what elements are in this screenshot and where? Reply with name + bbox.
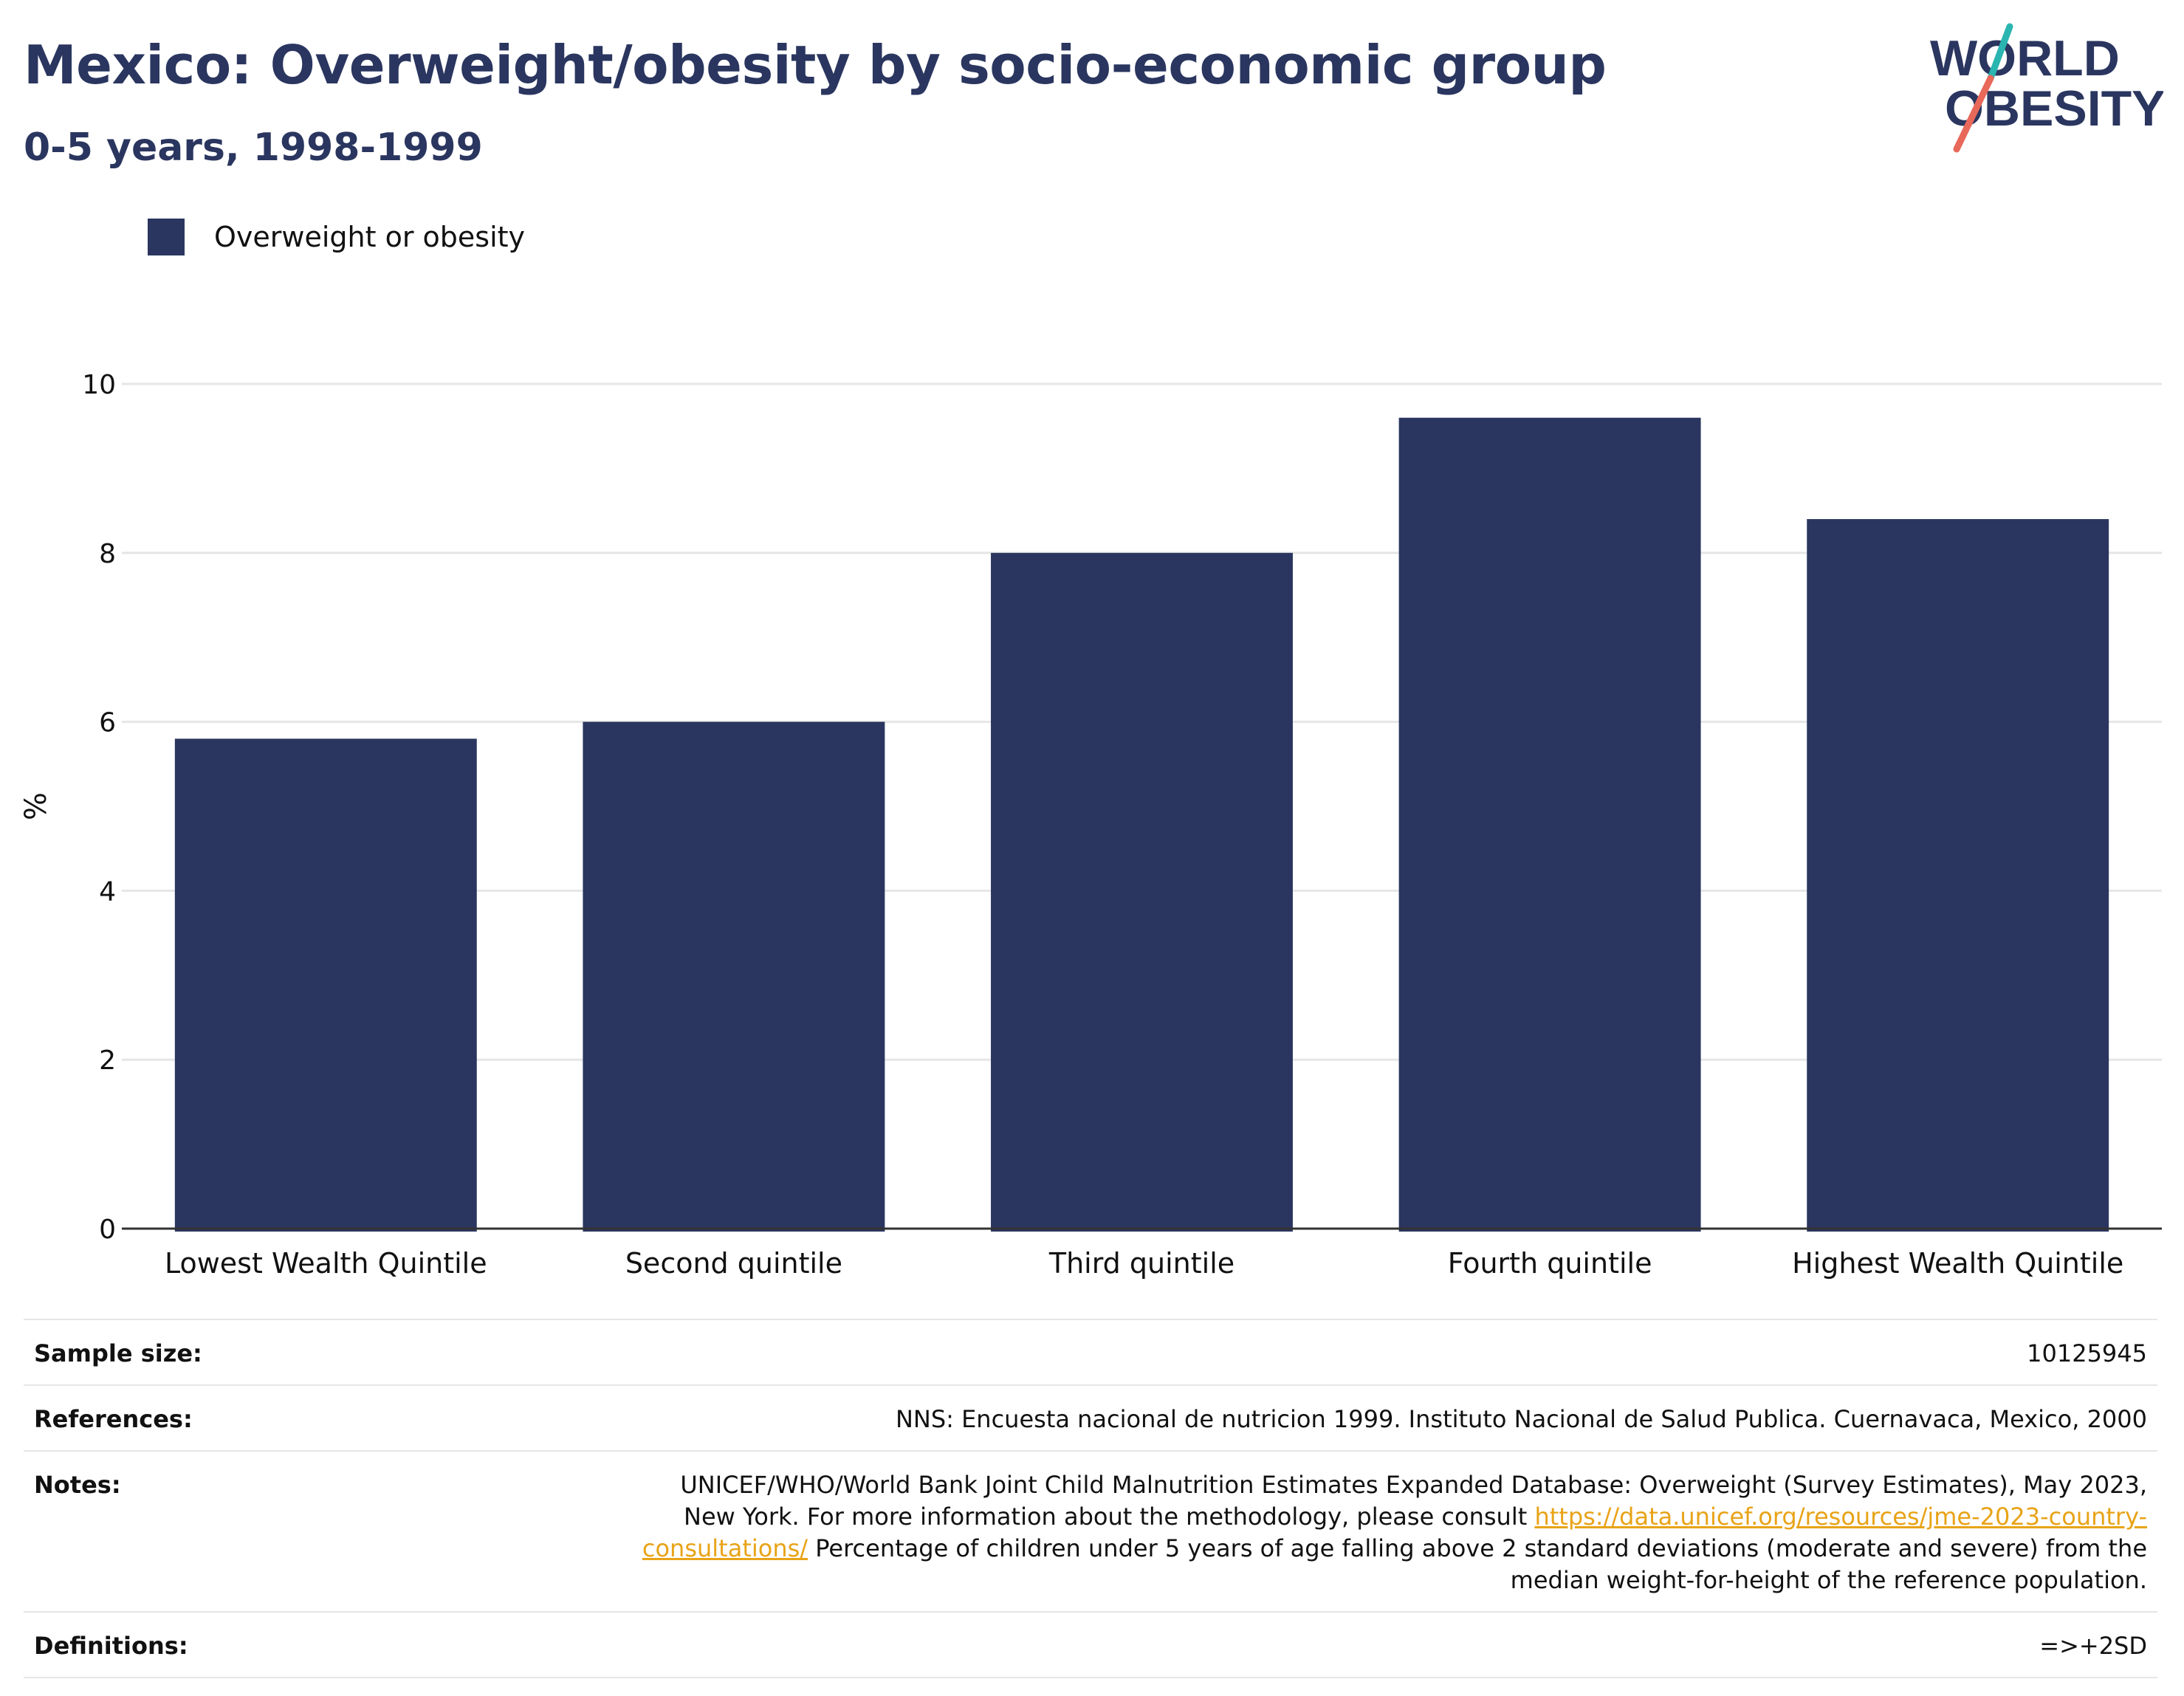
y-tick-label: 10 (82, 370, 116, 400)
info-table: Sample size: 10125945 References: NNS: E… (24, 1319, 2157, 1678)
references-value: NNS: Encuesta nacional de nutricion 1999… (895, 1405, 2147, 1433)
y-tick-label: 2 (99, 1046, 116, 1076)
notes-text-after: Percentage of children under 5 years of … (808, 1534, 2147, 1594)
chart-legend: Overweight or obesity (148, 219, 525, 255)
x-tick-label: Fourth quintile (1448, 1247, 1652, 1280)
chart-title: Mexico: Overweight/obesity by socio-econ… (24, 34, 1607, 96)
x-tick-label: Second quintile (625, 1247, 842, 1280)
y-tick-label: 4 (99, 876, 116, 907)
legend-label: Overweight or obesity (214, 221, 526, 253)
logo-word-obesity: OBESITY (1945, 80, 2163, 137)
methodology-link[interactable]: https://data.unicef.org/resources/jme-20… (642, 1503, 2147, 1562)
logo-slash-top (1987, 23, 2013, 82)
sample-size-value: 10125945 (2027, 1339, 2147, 1367)
references-row: References: NNS: Encuesta nacional de nu… (24, 1384, 2157, 1450)
bar (991, 552, 1293, 1232)
bar (583, 721, 885, 1232)
logo-slash-bottom (1953, 75, 1994, 153)
definitions-value: =>+2SD (2039, 1632, 2147, 1660)
x-tick-label: Lowest Wealth Quintile (165, 1247, 487, 1280)
sample-size-label: Sample size: (34, 1339, 202, 1367)
world-obesity-logo: WORLD OBESITY (1930, 23, 2163, 153)
y-tick-label: 6 (99, 708, 116, 738)
notes-label: Notes: (34, 1471, 121, 1499)
bar-chart: 0 2 4 6 8 10 Lowest Wealth Quintile Second quin… (19, 370, 2162, 1280)
bar (1807, 519, 2109, 1232)
legend-swatch (148, 219, 185, 255)
logo-word-world: WORLD (1930, 30, 2120, 86)
x-tick-label: Third quintile (1048, 1247, 1234, 1280)
sample-size-row: Sample size: 10125945 (24, 1319, 2157, 1384)
y-axis-label: % (19, 792, 53, 820)
notes-text-before: UNICEF/WHO/World Bank Joint Child Malnut… (680, 1471, 2147, 1531)
definitions-label: Definitions: (34, 1632, 188, 1660)
chart-subtitle: 0-5 years, 1998-1999 (24, 126, 483, 170)
definitions-row: Definitions: =>+2SD (24, 1611, 2157, 1678)
references-label: References: (34, 1405, 193, 1433)
y-tick-label: 0 (99, 1215, 116, 1245)
x-tick-label: Highest Wealth Quintile (1792, 1247, 2123, 1280)
notes-row: Notes: UNICEF/WHO/World Bank Joint Child… (24, 1450, 2157, 1611)
notes-value: UNICEF/WHO/World Bank Joint Child Malnut… (641, 1469, 2147, 1596)
y-tick-label: 8 (99, 539, 116, 569)
bar (174, 738, 477, 1232)
bar (1398, 417, 1701, 1232)
